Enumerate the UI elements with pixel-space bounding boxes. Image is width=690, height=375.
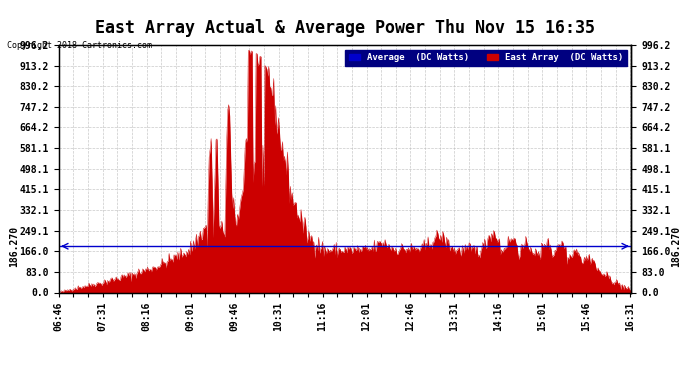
Text: Copyright 2018 Cartronics.com: Copyright 2018 Cartronics.com <box>7 41 152 50</box>
Text: East Array Actual & Average Power Thu Nov 15 16:35: East Array Actual & Average Power Thu No… <box>95 19 595 37</box>
Text: 186.270: 186.270 <box>671 226 681 267</box>
Legend: Average  (DC Watts), East Array  (DC Watts): Average (DC Watts), East Array (DC Watts… <box>345 50 627 66</box>
Text: 186.270: 186.270 <box>9 226 19 267</box>
